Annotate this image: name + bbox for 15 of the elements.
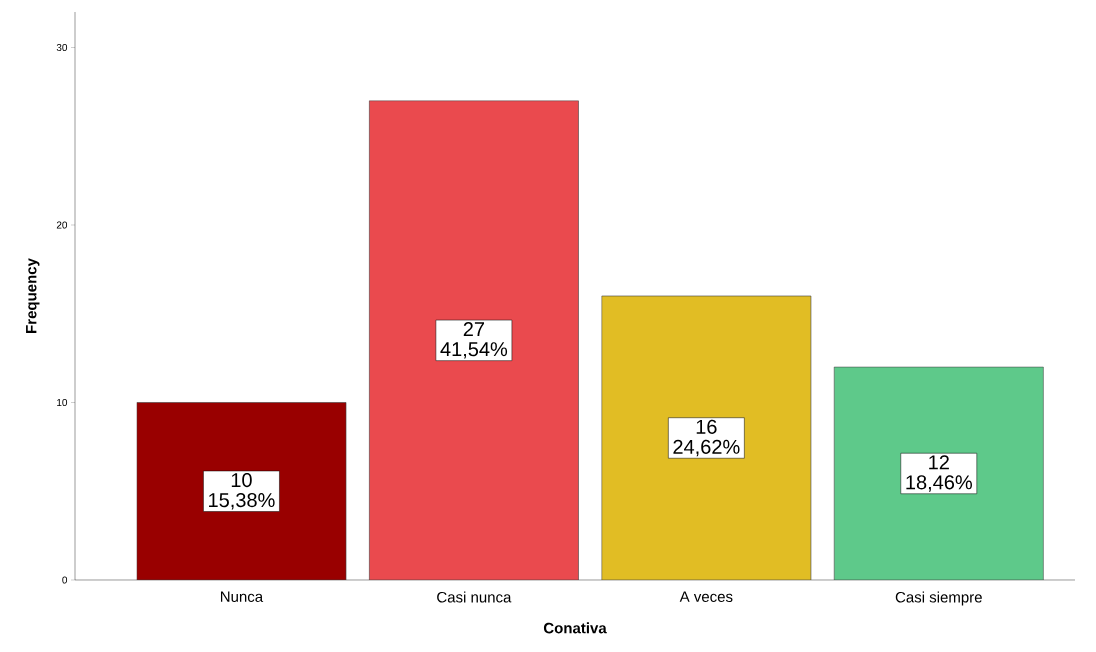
x-tick-label: Nunca	[220, 591, 264, 602]
data-label: 12 18,46%	[906, 455, 972, 492]
data-label: 16 24,62%	[673, 419, 740, 457]
y-tick-label: 10	[57, 398, 68, 407]
x-tick-label: Casi siempre	[895, 591, 982, 606]
bar	[368, 100, 579, 580]
x-tick-label: A veces	[679, 591, 733, 602]
data-label: 10 15,38%	[209, 472, 275, 510]
data-label: 27 41,54%	[440, 322, 508, 359]
y-tick-label: 30	[56, 43, 68, 52]
y-tick-label: 20	[56, 221, 68, 229]
y-axis-title: Frequency	[26, 258, 40, 333]
x-tick-label: Casi nunca	[437, 591, 512, 603]
y-tick-label: 0	[62, 576, 68, 584]
x-axis-title: Conativa	[543, 622, 607, 634]
